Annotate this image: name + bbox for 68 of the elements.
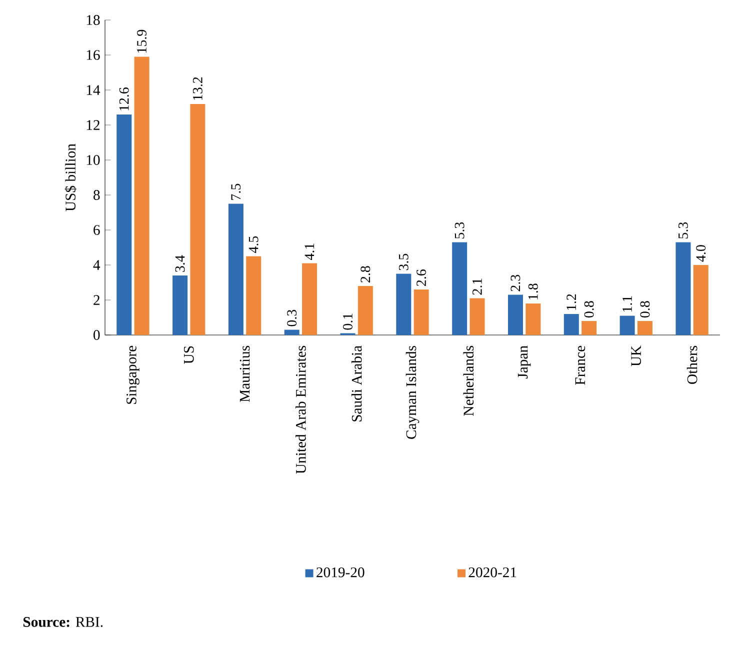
- bar: [284, 330, 300, 335]
- y-tick-label: 2: [94, 295, 100, 305]
- bar: [116, 114, 132, 335]
- bar: [134, 56, 150, 335]
- bar: [452, 242, 468, 335]
- x-tick-label: UK: [631, 346, 642, 366]
- data-label: 2.1: [472, 278, 482, 295]
- data-label: 4.0: [696, 245, 706, 262]
- data-label: 2.3: [510, 274, 520, 292]
- x-tick-label: Saudi Arabia: [351, 346, 362, 422]
- data-label: 5.3: [454, 222, 464, 238]
- data-label: 12.6: [119, 87, 129, 110]
- bar: [693, 264, 708, 335]
- data-label: 3.4: [175, 255, 185, 272]
- x-tick-label: Japan: [518, 346, 531, 378]
- bar: [190, 104, 206, 335]
- data-label: 3.5: [398, 254, 408, 270]
- data-label: 1.1: [622, 296, 632, 312]
- y-tick-label: 0: [94, 330, 100, 340]
- x-tick-label: Others: [686, 346, 698, 384]
- bar: [228, 204, 244, 335]
- bar: [414, 289, 429, 335]
- x-tick-label: United Arab Emirates: [296, 346, 306, 474]
- y-tick-label: 14: [86, 85, 100, 95]
- bar: [396, 274, 412, 335]
- data-label: 0.8: [640, 301, 650, 318]
- bar: [358, 286, 373, 335]
- bar: [582, 320, 597, 335]
- bar: [676, 242, 691, 335]
- y-tick-label: 10: [86, 155, 100, 165]
- bar: [564, 314, 579, 335]
- y-tick-label: 6: [94, 225, 100, 235]
- data-label: 2.8: [360, 266, 370, 282]
- bar: [620, 316, 635, 335]
- data-label: 13.2: [192, 77, 202, 100]
- data-label: 4.1: [304, 244, 314, 260]
- y-tick-label: 4: [93, 260, 100, 270]
- bar: [246, 256, 262, 335]
- x-tick-label: Cayman Islands: [406, 346, 420, 439]
- x-tick-label: Mauritius: [240, 346, 250, 402]
- data-label: 0.3: [287, 310, 297, 326]
- data-label: 2.6: [416, 269, 426, 286]
- data-label: 4.5: [248, 236, 258, 254]
- bar: [508, 294, 523, 335]
- bar: [637, 320, 652, 335]
- bar: [172, 275, 188, 335]
- data-label: 5.3: [678, 222, 688, 238]
- data-label: 7.5: [231, 184, 241, 200]
- y-axis-title: US$ billion: [64, 144, 76, 212]
- bar: [302, 263, 318, 335]
- legend-label: 2020-21: [468, 567, 516, 578]
- y-tick-label: 18: [86, 15, 100, 25]
- y-tick-label: 12: [86, 120, 100, 130]
- y-tick-label: 16: [86, 50, 100, 60]
- bar: [526, 303, 541, 335]
- bar: [470, 298, 485, 335]
- data-label: 0.8: [584, 301, 594, 318]
- data-label: 15.9: [137, 30, 147, 53]
- data-label: 1.2: [566, 294, 576, 310]
- x-tick-label: US: [184, 346, 194, 364]
- x-tick-label: Netherlands: [463, 346, 474, 416]
- text: Source: RBI.: [23, 617, 103, 627]
- x-tick-label: France: [575, 346, 586, 385]
- data-label: 1.8: [528, 284, 538, 300]
- y-tick-label: 8: [94, 190, 100, 200]
- data-label: 0.1: [343, 314, 353, 330]
- x-tick-label: Singapore: [126, 346, 140, 404]
- legend-label: 2019-20: [316, 567, 364, 578]
